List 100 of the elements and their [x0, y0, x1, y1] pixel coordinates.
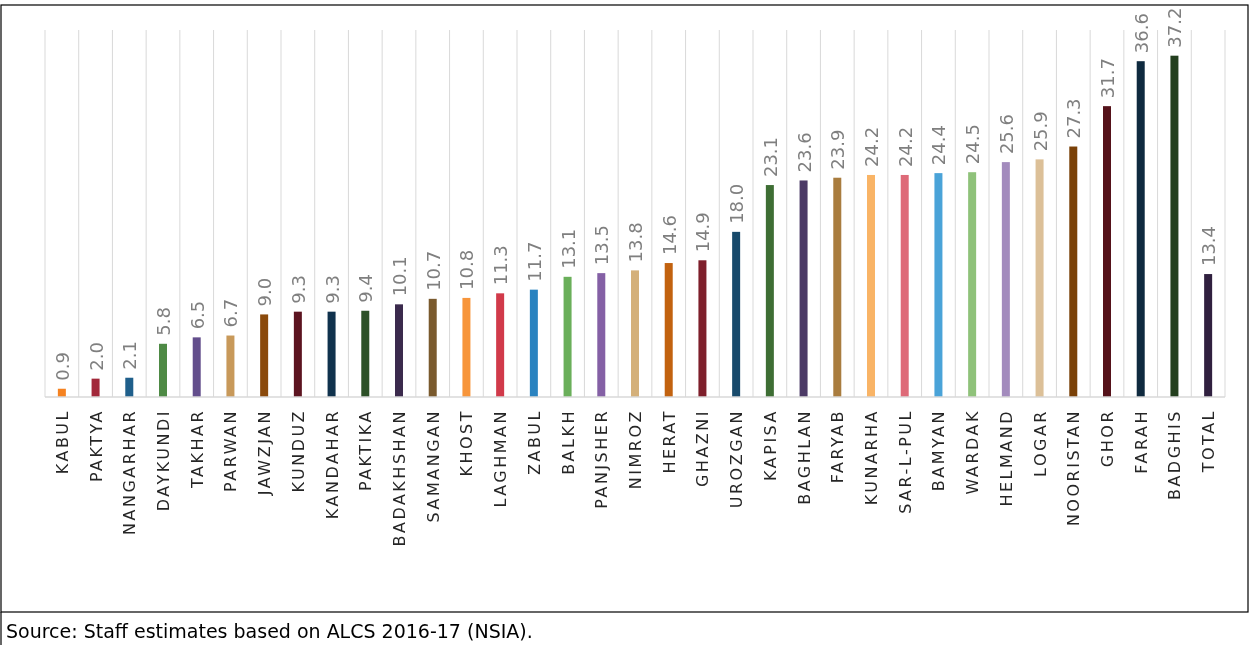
data-label: 25.6 [995, 114, 1017, 155]
x-tick-label: HELMAND [996, 409, 1016, 507]
data-label: 11.7 [523, 241, 545, 282]
x-tick-label: FARYAB [828, 409, 848, 484]
bar [1103, 106, 1111, 397]
bar [159, 343, 167, 397]
data-label: 5.8 [153, 307, 174, 336]
bar [1069, 146, 1078, 397]
x-tick-label: KUNDUZ [288, 409, 308, 493]
x-tick-label: GHOR [1098, 409, 1117, 468]
bar [361, 310, 370, 397]
data-label: 24.2 [861, 126, 882, 167]
bar [732, 231, 741, 397]
x-tick-label: NIMROZ [626, 409, 645, 490]
bar [934, 173, 943, 397]
x-tick-label: PAKTYA [86, 409, 106, 483]
x-tick-label: HERAT [659, 409, 679, 474]
data-label: 37.2 [1164, 7, 1186, 48]
data-label: 13.5 [591, 225, 613, 266]
bar [698, 260, 707, 397]
x-tick-label: SAMANGAN [423, 409, 443, 523]
x-tick-label: KABUL [52, 409, 72, 475]
x-tick-label: KANDAHAR [322, 409, 342, 520]
bar [529, 289, 538, 397]
data-label: 9.0 [254, 277, 276, 307]
x-tick-label: TAKHAR [187, 409, 207, 490]
data-label: 36.6 [1130, 13, 1152, 54]
data-label: 24.4 [928, 125, 950, 166]
bar [395, 304, 403, 397]
data-label: 23.1 [759, 136, 781, 178]
data-label: 23.9 [827, 129, 849, 170]
data-label: 24.2 [894, 126, 916, 167]
source-note: Source: Staff estimates based on ALCS 2016-17 (NSIA). [6, 620, 533, 642]
bar [867, 174, 875, 397]
data-label: 6.5 [186, 300, 208, 330]
x-tick-label: ZABUL [524, 409, 544, 476]
x-tick-label: FARAH [1131, 409, 1151, 474]
bar [192, 337, 201, 397]
data-label: 9.3 [287, 275, 309, 304]
data-label: 24.5 [962, 124, 984, 165]
bar [260, 314, 269, 397]
bar [765, 185, 774, 397]
bar [293, 311, 302, 397]
x-tick-label: DAYKUNDI [154, 409, 173, 512]
x-tick-label: NANGARHAR [120, 409, 140, 535]
x-tick-label: PARWAN [221, 409, 241, 492]
data-label: 9.4 [355, 274, 377, 303]
data-label: 23.6 [793, 132, 815, 173]
x-tick-label: PANJSHER [592, 409, 612, 509]
data-label: 31.7 [1097, 58, 1118, 99]
bar [1204, 274, 1213, 397]
bar [833, 177, 842, 397]
x-tick-label: TOTAL [1199, 409, 1219, 474]
data-label: 11.3 [490, 245, 512, 286]
x-tick-label: BAMYAN [929, 409, 949, 492]
x-tick-label: LAGHMAN [491, 409, 511, 508]
data-label: 9.3 [321, 275, 343, 304]
bar [799, 180, 808, 397]
x-tick-label: PAKTIKA [356, 409, 376, 491]
data-label: 14.9 [692, 212, 714, 253]
data-label: 0.9 [51, 352, 73, 381]
data-label: 6.7 [220, 298, 242, 328]
x-tick-label: LOGAR [1030, 409, 1050, 477]
data-label: 10.7 [422, 250, 444, 291]
bar [428, 298, 437, 397]
bar [1136, 61, 1145, 397]
x-tick-label: UROZGAN [727, 409, 747, 509]
bar [900, 174, 909, 397]
data-label: 13.4 [1198, 225, 1220, 267]
bar [664, 263, 673, 397]
x-tick-label: KAPISA [760, 409, 780, 481]
x-tick-label: KUNARHA [862, 409, 881, 506]
data-label: 13.8 [625, 222, 646, 263]
x-tick-label: BADGHIS [1165, 409, 1185, 501]
bar [631, 270, 639, 397]
x-tick-label: BADAKHSHAN [390, 409, 409, 547]
bar [496, 293, 505, 397]
data-label: 10.1 [389, 256, 410, 297]
x-tick-label: NOORISTAN [1064, 409, 1084, 527]
bar [226, 335, 235, 397]
bar [597, 273, 606, 397]
data-label: 18.0 [726, 183, 748, 224]
bar [125, 377, 134, 397]
data-label: 13.1 [557, 228, 579, 269]
data-label: 25.9 [1029, 111, 1051, 152]
data-label: 27.3 [1063, 98, 1085, 139]
bar [462, 297, 471, 397]
x-tick-label: GHAZNI [693, 409, 713, 488]
bar [1170, 55, 1179, 397]
bar [1035, 159, 1044, 397]
data-label: 14.6 [658, 214, 680, 256]
bar [327, 311, 336, 397]
bar [563, 276, 572, 397]
x-tick-label: BALKH [558, 409, 578, 475]
x-tick-label: BAGHLAN [794, 409, 814, 505]
data-label: 10.8 [456, 249, 478, 290]
x-tick-label: KHOST [457, 409, 477, 477]
data-label: 2.1 [119, 341, 141, 370]
x-tick-label: WARDAK [963, 409, 983, 495]
x-tick-label: JAWZJAN [255, 409, 275, 497]
